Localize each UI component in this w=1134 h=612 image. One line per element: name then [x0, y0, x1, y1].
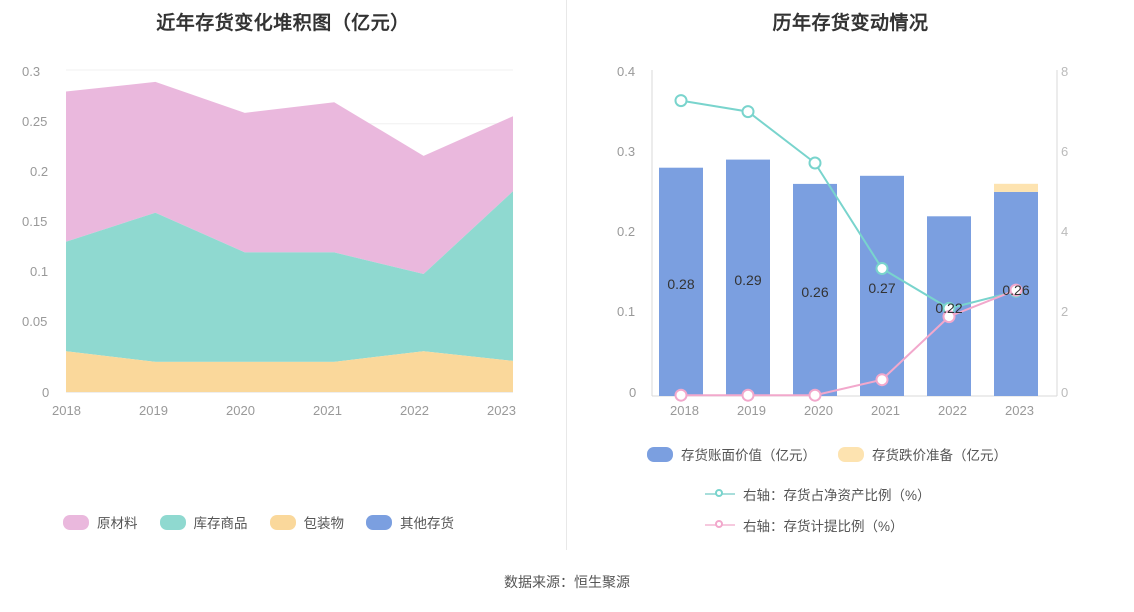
legend-item-raw-material[interactable]: 原材料 — [63, 512, 138, 532]
source-note: 数据来源：恒生聚源 — [504, 574, 630, 590]
left-ytick-0.2: 0.2 — [30, 164, 49, 179]
left-xtick-2022: 2022 — [400, 403, 429, 418]
legend-item-other-inventory[interactable]: 其他存货 — [366, 512, 454, 532]
legend-swatch-raw-material — [63, 514, 89, 530]
bar-2020 — [793, 183, 837, 396]
left-ytick-0: 0 — [42, 385, 50, 400]
right-xtick-2019: 2019 — [737, 403, 766, 418]
legend-marker-inventory-to-networth — [705, 487, 735, 501]
legend-label-inventory-book-value: 存货账面价值（亿元） — [681, 448, 816, 463]
left-chart-title: 近年存货变化堆积图（亿元） — [156, 13, 410, 34]
bar-label-2018: 0.28 — [667, 276, 695, 292]
legend-label-finished-goods: 库存商品 — [193, 516, 248, 531]
right-xtick-2020: 2020 — [804, 403, 833, 418]
right-y2tick-4: 4 — [1061, 224, 1069, 239]
left-xtick-2023: 2023 — [487, 403, 516, 418]
right-y2tick-0: 0 — [1061, 385, 1069, 400]
legend-item-packaging[interactable]: 包装物 — [269, 512, 345, 532]
legend-item-provision-ratio[interactable]: 右轴：存货计提比例（%） — [705, 515, 904, 535]
legend-label-other-inventory: 其他存货 — [400, 516, 454, 531]
left-ytick-0.15: 0.15 — [22, 214, 48, 229]
right-ytick-0.4: 0.4 — [617, 64, 636, 79]
left-xtick-2021: 2021 — [313, 403, 342, 418]
bar-label-2022: 0.22 — [935, 300, 963, 316]
right-xtick-2021: 2021 — [871, 403, 900, 418]
left-ytick-0.05: 0.05 — [22, 314, 48, 329]
panel-divider — [566, 0, 567, 550]
right-chart-legend-bars: 存货账面价值（亿元） 存货跌价准备（亿元） — [647, 444, 1029, 464]
legend-item-inventory-book-value[interactable]: 存货账面价值（亿元） — [647, 444, 816, 464]
legend-swatch-other-inventory — [366, 514, 392, 530]
left-stacked-area-plot — [66, 69, 513, 393]
right-ytick-0: 0 — [629, 385, 637, 400]
legend-label-inventory-to-networth: 右轴：存货占净资产比例（%） — [743, 488, 931, 503]
right-chart-legend-line-1: 右轴：存货占净资产比例（%） — [705, 484, 953, 504]
legend-item-inventory-provision[interactable]: 存货跌价准备（亿元） — [838, 444, 1007, 464]
legend-item-inventory-to-networth[interactable]: 右轴：存货占净资产比例（%） — [705, 484, 931, 504]
legend-item-finished-goods[interactable]: 库存商品 — [159, 512, 248, 532]
bar-2019 — [726, 159, 770, 396]
line-provision-ratio — [681, 289, 1017, 397]
left-chart-legend: 原材料 库存商品 包装物 其他存货 — [63, 512, 476, 532]
left-xtick-2020: 2020 — [226, 403, 255, 418]
legend-swatch-packaging — [269, 514, 296, 530]
right-xtick-2022: 2022 — [938, 403, 967, 418]
bar-label-2019: 0.29 — [734, 272, 762, 288]
right-y2tick-6: 6 — [1061, 144, 1069, 159]
right-combo-plot — [651, 70, 1058, 402]
area-series-packaging — [66, 351, 513, 392]
legend-swatch-finished-goods — [159, 514, 186, 530]
right-y2tick-2: 2 — [1061, 304, 1069, 319]
bar-label-2020: 0.26 — [801, 284, 829, 300]
left-ytick-0.25: 0.25 — [22, 114, 48, 129]
bar-2018 — [659, 167, 703, 396]
right-ytick-0.1: 0.1 — [617, 304, 636, 319]
legend-marker-provision-ratio — [705, 518, 735, 532]
right-chart-legend-line-2: 右轴：存货计提比例（%） — [705, 515, 926, 535]
legend-label-raw-material: 原材料 — [97, 516, 138, 531]
legend-swatch-inventory-provision — [838, 446, 864, 462]
right-ytick-0.3: 0.3 — [617, 144, 636, 159]
right-xtick-2023: 2023 — [1005, 403, 1034, 418]
area-series-raw-material — [66, 81, 513, 275]
area-series-finished-goods — [66, 191, 513, 362]
line-inventory-to-networth — [680, 99, 1017, 310]
bar-label-2023: 0.26 — [1002, 282, 1030, 298]
legend-label-packaging: 包装物 — [303, 516, 345, 531]
left-ytick-0.3: 0.3 — [22, 64, 41, 79]
right-xtick-2018: 2018 — [670, 403, 699, 418]
bar-label-2021: 0.27 — [868, 280, 896, 296]
left-ytick-0.1: 0.1 — [30, 264, 49, 279]
right-chart-title: 历年存货变动情况 — [772, 13, 929, 34]
left-xtick-2019: 2019 — [139, 403, 168, 418]
legend-swatch-inventory-book-value — [647, 446, 673, 462]
right-chart-panel: 历年存货变动情况 0.4 0.3 0.2 0.1 0 8 6 4 2 0 201… — [567, 0, 1134, 550]
legend-label-inventory-provision: 存货跌价准备（亿元） — [872, 448, 1007, 463]
legend-label-provision-ratio: 右轴：存货计提比例（%） — [743, 519, 904, 534]
right-y2tick-8: 8 — [1061, 64, 1069, 79]
bar-provision-2023 — [994, 183, 1038, 192]
left-xtick-2018: 2018 — [52, 403, 81, 418]
right-ytick-0.2: 0.2 — [617, 224, 636, 239]
bar-2021 — [860, 175, 904, 396]
left-chart-panel: 近年存货变化堆积图（亿元） 0.3 0.25 0.2 0.15 0.1 0.05… — [0, 0, 566, 550]
